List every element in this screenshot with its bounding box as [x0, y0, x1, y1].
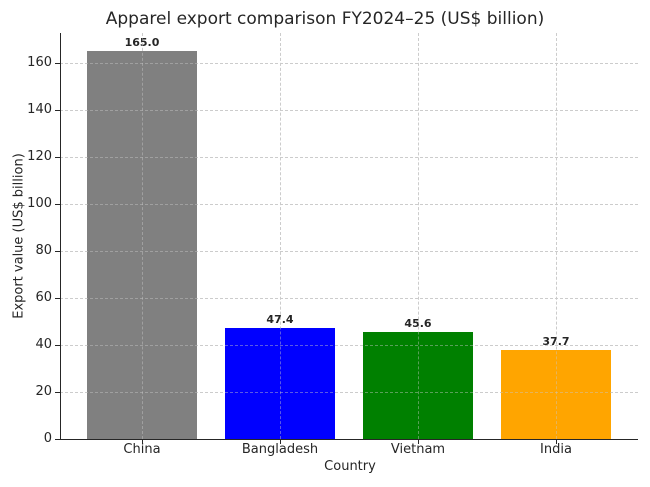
y-tick-mark — [55, 204, 60, 205]
h-gridline — [60, 204, 638, 205]
y-tick-mark — [55, 251, 60, 252]
y-tick-label: 0 — [43, 431, 52, 446]
y-tick-label: 20 — [35, 384, 52, 399]
y-tick-label: 160 — [27, 55, 52, 70]
v-gridline — [280, 33, 281, 439]
x-tick-label: Vietnam — [390, 442, 446, 457]
x-tick-mark — [418, 439, 419, 444]
v-gridline — [556, 33, 557, 439]
y-tick-mark — [55, 157, 60, 158]
x-axis-line — [60, 439, 638, 440]
bar-vietnam — [363, 331, 473, 439]
bar-china — [87, 51, 197, 439]
h-gridline — [60, 157, 638, 158]
y-tick-mark — [55, 298, 60, 299]
v-gridline-overlay — [418, 33, 419, 439]
y-axis-line — [60, 33, 61, 440]
h-gridline-overlay — [60, 392, 638, 393]
y-axis-label: Export value (US$ billion) — [11, 153, 27, 319]
x-tick-mark — [556, 439, 557, 444]
y-tick-mark — [55, 63, 60, 64]
y-tick-label: 140 — [27, 102, 52, 117]
bar-india — [501, 350, 611, 439]
y-tick-label: 80 — [35, 243, 52, 258]
y-tick-mark — [55, 110, 60, 111]
h-gridline-overlay — [60, 204, 638, 205]
h-gridline — [60, 392, 638, 393]
h-gridline-overlay — [60, 298, 638, 299]
h-gridline-overlay — [60, 345, 638, 346]
h-gridline — [60, 110, 638, 111]
x-axis-label: Country — [324, 459, 376, 474]
v-gridline-overlay — [556, 33, 557, 439]
value-label: 45.6 — [404, 316, 432, 330]
v-gridline-overlay — [280, 33, 281, 439]
h-gridline — [60, 345, 638, 346]
value-label: 37.7 — [542, 335, 570, 349]
y-tick-label: 100 — [27, 196, 52, 211]
x-tick-mark — [280, 439, 281, 444]
y-tick-mark — [55, 439, 60, 440]
value-label: 47.4 — [266, 312, 294, 326]
h-gridline-overlay — [60, 157, 638, 158]
h-gridline — [60, 298, 638, 299]
y-tick-mark — [55, 392, 60, 393]
y-tick-mark — [55, 345, 60, 346]
h-gridline-overlay — [60, 251, 638, 252]
v-gridline-overlay — [142, 33, 143, 439]
v-gridline — [418, 33, 419, 439]
y-tick-label: 120 — [27, 149, 52, 164]
value-label: 165.0 — [124, 36, 160, 50]
h-gridline — [60, 251, 638, 252]
y-tick-label: 40 — [35, 337, 52, 352]
x-tick-mark — [142, 439, 143, 444]
x-tick-label: China — [123, 442, 161, 457]
x-tick-label: India — [540, 442, 572, 457]
bar-bangladesh — [225, 327, 335, 439]
h-gridline-overlay — [60, 63, 638, 64]
chart-title: Apparel export comparison FY2024–25 (US$… — [105, 9, 545, 29]
x-tick-label: Bangladesh — [241, 442, 319, 457]
y-tick-label: 60 — [35, 290, 52, 305]
h-gridline — [60, 63, 638, 64]
h-gridline-overlay — [60, 110, 638, 111]
